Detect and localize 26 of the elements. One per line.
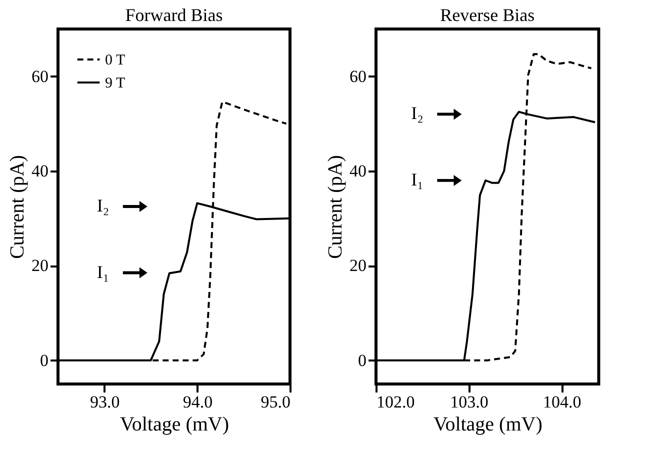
annotation: I₂ bbox=[411, 103, 424, 124]
y-tick-label: 60 bbox=[32, 66, 48, 86]
x-tick-label: 102.0 bbox=[376, 392, 415, 412]
x-tick-label: 104.0 bbox=[542, 392, 582, 412]
annotation: I₁ bbox=[96, 262, 110, 282]
annotation: I₁ bbox=[411, 169, 424, 190]
y-tick-label: 0 bbox=[358, 350, 366, 370]
y-axis-title: Current (pA) bbox=[324, 155, 346, 259]
y-tick-label: 60 bbox=[350, 66, 366, 86]
x-tick-label: 103.0 bbox=[450, 392, 488, 412]
y-tick-label: 20 bbox=[32, 256, 48, 276]
y-tick-label: 40 bbox=[32, 162, 48, 180]
x-tick-label: 94.0 bbox=[182, 392, 213, 412]
annotation: I₂ bbox=[96, 196, 110, 216]
x-axis-title: Voltage (mV) bbox=[120, 414, 230, 436]
x-tick-label: 93.0 bbox=[90, 392, 120, 412]
x-tick-label: 95.0 bbox=[260, 392, 290, 412]
y-tick-label: 0 bbox=[40, 350, 48, 370]
chart-title: Reverse Bias bbox=[440, 5, 535, 25]
chart-title: Forward Bias bbox=[125, 5, 223, 25]
x-axis-title: Voltage (mV) bbox=[433, 414, 542, 436]
y-tick-label: 20 bbox=[350, 256, 366, 276]
legend-label: 0 T bbox=[105, 52, 126, 68]
y-tick-label: 40 bbox=[350, 162, 366, 180]
y-axis-title: Current (pA) bbox=[6, 155, 28, 259]
legend-label: 9 T bbox=[105, 76, 126, 92]
